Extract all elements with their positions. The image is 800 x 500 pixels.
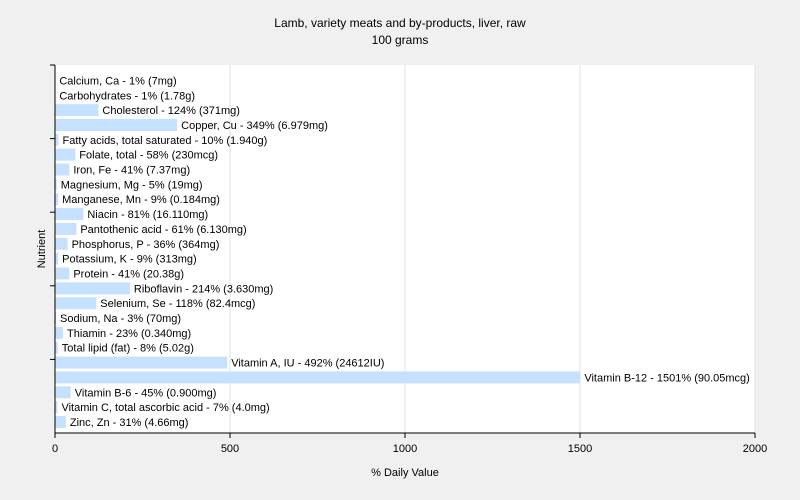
bar-label: Phosphorus, P - 36% (364mg)	[72, 239, 220, 251]
bar-label: Zinc, Zn - 31% (4.66mg)	[70, 417, 189, 429]
bar-label: Carbohydrates - 1% (1.78g)	[59, 90, 195, 102]
x-tick-label: 2000	[743, 443, 767, 455]
bar-label: Selenium, Se - 118% (82.4mcg)	[100, 298, 255, 310]
bar	[55, 297, 97, 310]
bar-label: Protein - 41% (20.38g)	[73, 268, 184, 280]
bar	[55, 148, 76, 161]
bar	[55, 371, 581, 384]
x-tick-labels: 0 500 1000 1500 2000	[52, 443, 767, 455]
x-tick-label: 500	[221, 443, 239, 455]
bar	[55, 267, 70, 280]
bar	[55, 163, 70, 176]
x-tick-label: 0	[52, 443, 58, 455]
bar	[55, 133, 59, 146]
bar-label: Fatty acids, total saturated - 10% (1.94…	[63, 135, 268, 147]
bar-label: Total lipid (fat) - 8% (5.02g)	[62, 343, 194, 355]
bar	[55, 415, 66, 428]
bar-label: Vitamin B-6 - 45% (0.900mg)	[75, 387, 217, 399]
bar	[55, 252, 59, 265]
bar-label: Iron, Fe - 41% (7.37mg)	[73, 165, 190, 177]
bar-label: Riboflavin - 214% (3.630mg)	[134, 283, 273, 295]
bar	[55, 104, 99, 117]
bar-label: Cholesterol - 124% (371mg)	[102, 105, 240, 117]
x-tick-label: 1000	[393, 443, 417, 455]
bar	[55, 386, 71, 399]
bar-label: Potassium, K - 9% (313mg)	[62, 254, 197, 266]
bar	[55, 178, 57, 191]
bar-label: Sodium, Na - 3% (70mg)	[60, 313, 181, 325]
bar-label: Vitamin B-12 - 1501% (90.05mcg)	[584, 372, 750, 384]
bar	[55, 356, 228, 369]
y-axis-title: Nutrient	[36, 230, 48, 269]
bar	[55, 341, 58, 354]
bar	[55, 326, 64, 339]
bar-label: Magnesium, Mg - 5% (19mg)	[61, 179, 203, 191]
bar-label: Calcium, Ca - 1% (7mg)	[59, 75, 176, 87]
chart-subtitle: 100 grams	[372, 33, 429, 47]
x-tick-label: 1500	[568, 443, 592, 455]
bar	[55, 118, 178, 131]
bar-label: Manganese, Mn - 9% (0.184mg)	[62, 194, 220, 206]
bar-label: Niacin - 81% (16.110mg)	[87, 209, 208, 221]
axes	[50, 64, 756, 438]
bar-label: Vitamin C, total ascorbic acid - 7% (4.0…	[61, 402, 269, 414]
bar-label: Pantothenic acid - 61% (6.130mg)	[80, 224, 246, 236]
bar	[55, 401, 58, 414]
bar	[55, 193, 59, 206]
x-axis-title: % Daily Value	[371, 467, 439, 479]
bar-label: Folate, total - 58% (230mcg)	[79, 150, 218, 162]
bar	[55, 282, 130, 295]
bars	[55, 74, 581, 428]
bar	[55, 208, 84, 221]
bar-labels: Calcium, Ca - 1% (7mg) Carbohydrates - 1%…	[59, 75, 750, 429]
bar-label: Copper, Cu - 349% (6.979mg)	[181, 120, 328, 132]
bar-label: Thiamin - 23% (0.340mg)	[67, 328, 191, 340]
bar	[55, 237, 68, 250]
chart-title: Lamb, variety meats and by-products, liv…	[274, 16, 526, 30]
bar	[55, 312, 57, 325]
bar-label: Vitamin A, IU - 492% (24612IU)	[231, 358, 384, 370]
bar	[55, 222, 77, 235]
